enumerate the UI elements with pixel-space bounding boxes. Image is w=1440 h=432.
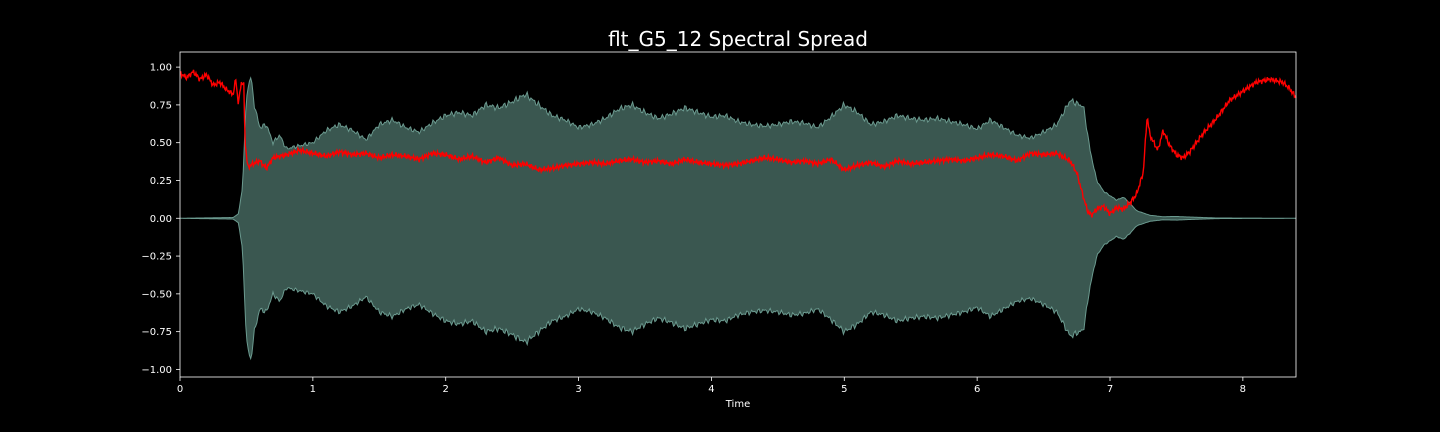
plot-area [179,69,1297,361]
y-tick-label: 1.00 [150,63,172,74]
x-tick-label: 8 [1240,384,1246,395]
x-tick-label: 3 [575,384,581,395]
x-tick-label: 2 [443,384,449,395]
x-axis: 0 1 2 3 4 5 6 7 8 [177,377,1246,395]
x-tick-label: 1 [310,384,316,395]
y-tick-label: −0.50 [141,289,172,300]
x-tick-label: 0 [177,384,183,395]
x-axis-label: Time [725,399,750,410]
x-tick-label: 7 [1107,384,1113,395]
waveform-envelope [179,76,1296,361]
y-tick-label: 0.00 [150,214,172,225]
y-tick-label: 0.25 [150,176,172,187]
x-tick-label: 5 [841,384,847,395]
y-tick-label: −0.25 [141,252,172,263]
y-tick-label: 0.75 [150,100,172,111]
x-tick-label: 6 [974,384,980,395]
y-tick-label: −0.75 [141,327,172,338]
y-tick-label: −1.00 [141,365,172,376]
plot-frame [179,51,1297,378]
y-tick-label: 0.50 [150,138,172,149]
y-axis: 1.00 0.75 0.50 0.25 0.00 −0.25 −0.50 −0.75 −1.00 [141,63,180,376]
spectral-spread-line [179,69,1297,218]
chart-title: flt_G5_12 Spectral Spread [608,27,868,51]
x-tick-label: 4 [708,384,714,395]
